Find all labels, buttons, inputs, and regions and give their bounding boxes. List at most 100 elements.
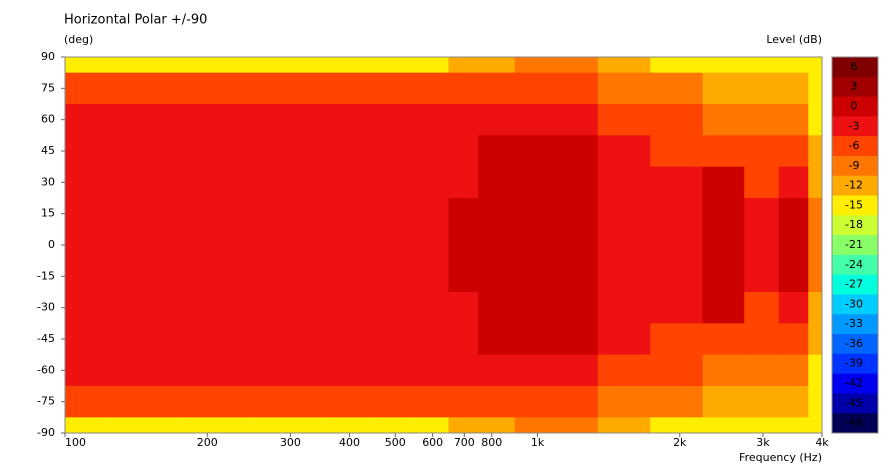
heat-cell: [65, 104, 108, 136]
heat-cell: [702, 260, 745, 293]
heat-cell: [478, 386, 516, 418]
heat-cell: [702, 135, 745, 168]
heat-cell: [106, 260, 179, 293]
heat-cell: [106, 229, 179, 262]
heat-cell: [478, 292, 516, 324]
heat-cell: [448, 198, 479, 230]
x-tick-label: 500: [385, 436, 406, 449]
heat-cell: [556, 292, 599, 324]
heat-cell: [597, 198, 651, 230]
heat-cell: [319, 260, 373, 293]
heat-cell: [808, 229, 823, 262]
heat-cell: [514, 135, 557, 168]
heat-cell: [319, 166, 373, 199]
heat-cell: [597, 386, 651, 418]
colorbar-tick-label: -33: [845, 317, 863, 330]
heat-cell: [744, 386, 780, 418]
heat-cell: [702, 354, 745, 387]
colorbar-tick-label: -42: [845, 377, 863, 390]
heat-cell: [808, 354, 823, 387]
heat-cell: [319, 135, 373, 168]
heat-cell: [106, 198, 179, 230]
heat-cell: [778, 386, 809, 418]
heat-cell: [372, 104, 415, 136]
heat-cell: [319, 229, 373, 262]
heat-cell: [177, 323, 250, 356]
heat-cell: [808, 292, 823, 324]
colorbar-swatch: [832, 413, 878, 434]
heat-cell: [514, 386, 557, 418]
heat-cell: [808, 104, 823, 136]
heat-cell: [413, 354, 450, 387]
heat-cell: [319, 57, 373, 74]
heat-cell: [597, 260, 651, 293]
heat-cell: [514, 166, 557, 199]
heat-cell: [650, 166, 704, 199]
colorbar-tick-label: 3: [851, 80, 858, 93]
heat-cell: [65, 198, 108, 230]
colorbar-swatch: [832, 215, 878, 236]
colorbar-swatch: [832, 274, 878, 295]
y-tick-label: -30: [37, 301, 55, 314]
heat-cell: [65, 166, 108, 199]
heat-cell: [413, 260, 450, 293]
heat-cell: [778, 354, 809, 387]
heat-cell: [248, 323, 321, 356]
colorbar-swatch: [832, 116, 878, 137]
colorbar-tick-label: -21: [845, 238, 863, 251]
heat-cell: [478, 72, 516, 105]
heat-cell: [65, 229, 108, 262]
colorbar-tick-label: -6: [849, 139, 860, 152]
colorbar-tick-label: 6: [851, 60, 858, 73]
heat-cell: [248, 135, 321, 168]
x-tick-label: 300: [280, 436, 301, 449]
colorbar-tick-label: -27: [845, 278, 863, 291]
colorbar-swatch: [832, 57, 878, 78]
heat-cell: [556, 198, 599, 230]
heat-cell: [65, 386, 108, 418]
heat-cell: [248, 417, 321, 434]
heat-cell: [248, 57, 321, 74]
x-tick-label: 3k: [756, 436, 770, 449]
colorbar-tick-label: -12: [845, 179, 863, 192]
heat-cell: [744, 166, 780, 199]
heat-cell: [702, 198, 745, 230]
heat-cell: [597, 72, 651, 105]
heat-cell: [556, 166, 599, 199]
heat-cell: [514, 198, 557, 230]
heat-cell: [650, 260, 704, 293]
heat-cell: [248, 229, 321, 262]
chart-title: Horizontal Polar +/-90: [64, 13, 207, 28]
heat-cell: [744, 354, 780, 387]
heat-cell: [778, 72, 809, 105]
heat-cell: [372, 166, 415, 199]
heat-cell: [744, 229, 780, 262]
heat-cell: [372, 386, 415, 418]
heat-cell: [744, 135, 780, 168]
heat-cell: [744, 72, 780, 105]
colorbar-swatch: [832, 393, 878, 414]
heat-cell: [556, 417, 599, 434]
heat-cell: [372, 229, 415, 262]
heat-cell: [413, 292, 450, 324]
heat-cell: [478, 417, 516, 434]
heat-cell: [650, 57, 704, 74]
heat-cell: [650, 198, 704, 230]
heat-cell: [177, 417, 250, 434]
colorbar-swatch: [832, 314, 878, 335]
x-tick-label: 200: [197, 436, 218, 449]
heat-cell: [248, 166, 321, 199]
heat-cell: [248, 292, 321, 324]
heat-cell: [413, 166, 450, 199]
heat-cell: [372, 292, 415, 324]
heat-cell: [448, 135, 479, 168]
heat-cell: [65, 72, 108, 105]
heat-cell: [702, 57, 745, 74]
heat-cell: [372, 354, 415, 387]
heat-cell: [778, 57, 809, 74]
heat-cell: [478, 198, 516, 230]
x-tick-label: 600: [422, 436, 443, 449]
heat-cell: [744, 292, 780, 324]
heat-cell: [177, 198, 250, 230]
heat-cell: [106, 386, 179, 418]
